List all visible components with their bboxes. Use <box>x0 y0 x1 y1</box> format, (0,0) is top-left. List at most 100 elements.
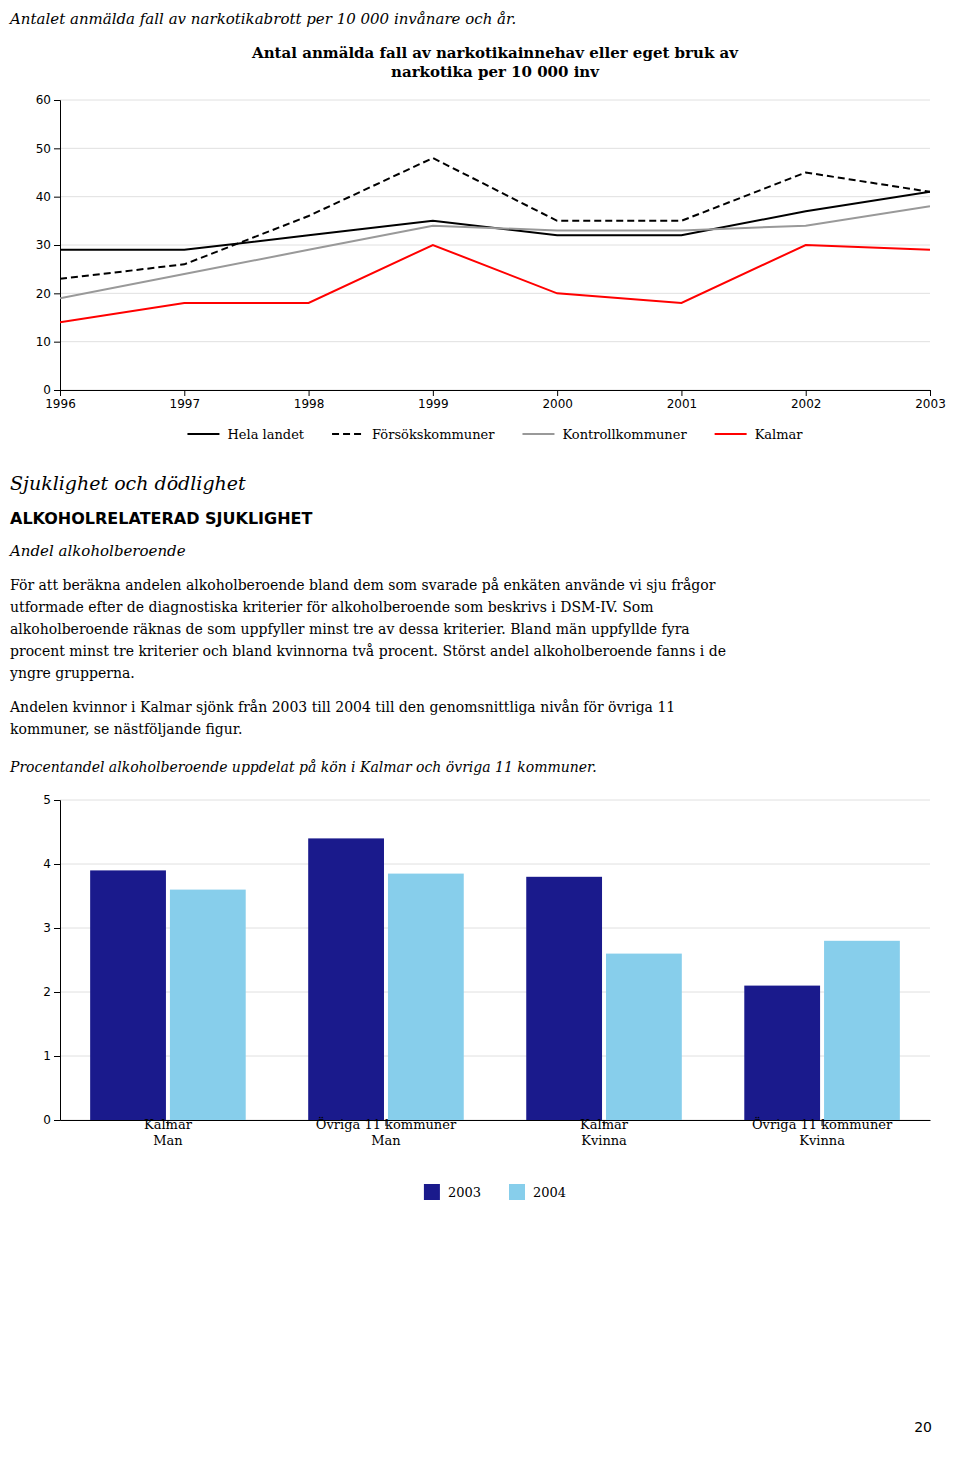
tick-label: 40 <box>36 190 51 204</box>
page: Antalet anmälda fall av narkotikabrott p… <box>0 0 960 1457</box>
tick-mark <box>54 800 60 801</box>
tick: Övriga 11 kommunerMan <box>316 1116 457 1148</box>
tick-mark <box>54 148 60 149</box>
text-line: Kalmar <box>580 1117 629 1132</box>
bar <box>744 986 820 1120</box>
bar <box>90 870 166 1120</box>
tick: Övriga 11 kommunerKvinna <box>752 1116 893 1148</box>
tick-label: 2002 <box>791 397 822 411</box>
text-line: narkotika per 10 000 inv <box>391 63 600 81</box>
line <box>60 245 930 322</box>
tick-label: 1996 <box>45 397 76 411</box>
tick-label: 1999 <box>418 397 449 411</box>
axis-line <box>54 101 61 391</box>
tick-mark <box>54 342 60 343</box>
tick-label: 4 <box>43 857 51 871</box>
tick-label: 20 <box>36 287 51 301</box>
line-chart: Antal anmälda fall av narkotikainnehav e… <box>36 44 946 442</box>
paragraph-line: Andelen kvinnor i Kalmar sjönk från 2003… <box>9 699 675 715</box>
tick-label: 1 <box>43 1049 51 1063</box>
tick: 20 <box>36 287 60 301</box>
tick-label: KalmarMan <box>144 1117 193 1148</box>
grid-line <box>60 148 930 149</box>
tick-label: 1998 <box>294 397 325 411</box>
bar <box>388 874 464 1120</box>
line <box>60 158 930 279</box>
tick-label: KalmarKvinna <box>580 1117 629 1148</box>
grid <box>60 800 930 1120</box>
tick-label: 10 <box>36 335 51 349</box>
paragraph-line: procent minst tre kriterier och bland kv… <box>10 643 726 659</box>
tick-mark <box>54 864 60 865</box>
tick-label: 3 <box>43 921 51 935</box>
legend-label: Försökskommuner <box>372 427 495 442</box>
grid-line <box>60 864 930 865</box>
tick: 4 <box>43 857 60 871</box>
tick: 2 <box>43 985 60 999</box>
grid-line <box>60 196 930 197</box>
bar-chart: KalmarManÖvriga 11 kommunerManKalmarKvin… <box>43 793 930 1200</box>
text-line: Man <box>371 1133 401 1148</box>
legend: 2003 2004 <box>424 1184 566 1200</box>
page-title: Antalet anmälda fall av narkotikabrott p… <box>8 10 516 28</box>
bar <box>824 941 900 1120</box>
axis-line <box>61 391 931 397</box>
tick-mark <box>54 928 60 929</box>
paragraph-line: yngre grupperna. <box>9 665 135 681</box>
axis-line <box>54 801 61 1121</box>
legend-swatch <box>424 1184 440 1200</box>
legend-label: 2003 <box>448 1185 481 1200</box>
legend-swatch <box>332 433 364 435</box>
bar <box>526 877 602 1120</box>
legend-entry: Försökskommuner <box>332 427 495 442</box>
tick-label: 60 <box>36 93 51 107</box>
legend-entry: 2003 <box>424 1184 481 1200</box>
tick: KalmarKvinna <box>580 1117 629 1148</box>
tick-label: Övriga 11 kommunerMan <box>316 1116 457 1148</box>
heading: Sjuklighet och dödlighet <box>10 472 246 494</box>
bar <box>170 890 246 1120</box>
tick-label: 2001 <box>667 397 698 411</box>
tick-mark <box>54 293 60 294</box>
tick-mark <box>54 1056 60 1057</box>
tick-label: 0 <box>43 1113 51 1127</box>
chart-title: Antal anmälda fall av narkotikainnehav e… <box>251 44 739 81</box>
tick-label: 50 <box>36 142 51 156</box>
axis-x: KalmarManÖvriga 11 kommunerManKalmarKvin… <box>61 1116 931 1148</box>
text-line: Övriga 11 kommuner <box>316 1116 457 1132</box>
legend-swatch <box>715 433 747 435</box>
tick-label: 2 <box>43 985 51 999</box>
tick: 5 <box>43 793 60 807</box>
text-line: Kalmar <box>144 1117 193 1132</box>
paragraph-line: alkoholberoende räknas de som uppfyller … <box>10 621 690 637</box>
text-section: Sjuklighet och dödlighetALKOHOLRELATERAD… <box>8 472 726 775</box>
bar <box>308 838 384 1120</box>
tick: 50 <box>36 142 60 156</box>
legend-entry: 2004 <box>509 1184 566 1200</box>
axis-y: 0 10 20 30 40 50 60 <box>36 93 61 397</box>
tick: 0 <box>43 1113 60 1127</box>
tick-mark <box>930 390 931 396</box>
tick: 0 <box>43 383 60 397</box>
tick-label: 5 <box>43 793 51 807</box>
tick: 30 <box>36 238 60 252</box>
tick-mark <box>54 1120 60 1121</box>
caption: Procentandel alkoholberoende uppdelat på… <box>9 759 597 775</box>
grid-line <box>60 245 930 246</box>
text-line: Övriga 11 kommuner <box>752 1116 893 1132</box>
tick: 2001 <box>667 390 698 411</box>
bar <box>606 954 682 1120</box>
text-line: Man <box>153 1133 183 1148</box>
legend-entry: Kontrollkommuner <box>522 427 687 442</box>
paragraph-line: kommuner, se nästföljande figur. <box>10 721 242 737</box>
tick-mark <box>557 390 558 396</box>
grid-line <box>60 293 930 294</box>
tick-mark <box>184 390 185 396</box>
tick: 1999 <box>418 390 449 411</box>
tick-mark <box>54 992 60 993</box>
plot-area <box>60 158 930 322</box>
line <box>60 206 930 298</box>
grid-line <box>60 800 930 801</box>
tick: 2003 <box>915 390 946 411</box>
subheading: Andel alkoholberoende <box>8 542 186 560</box>
